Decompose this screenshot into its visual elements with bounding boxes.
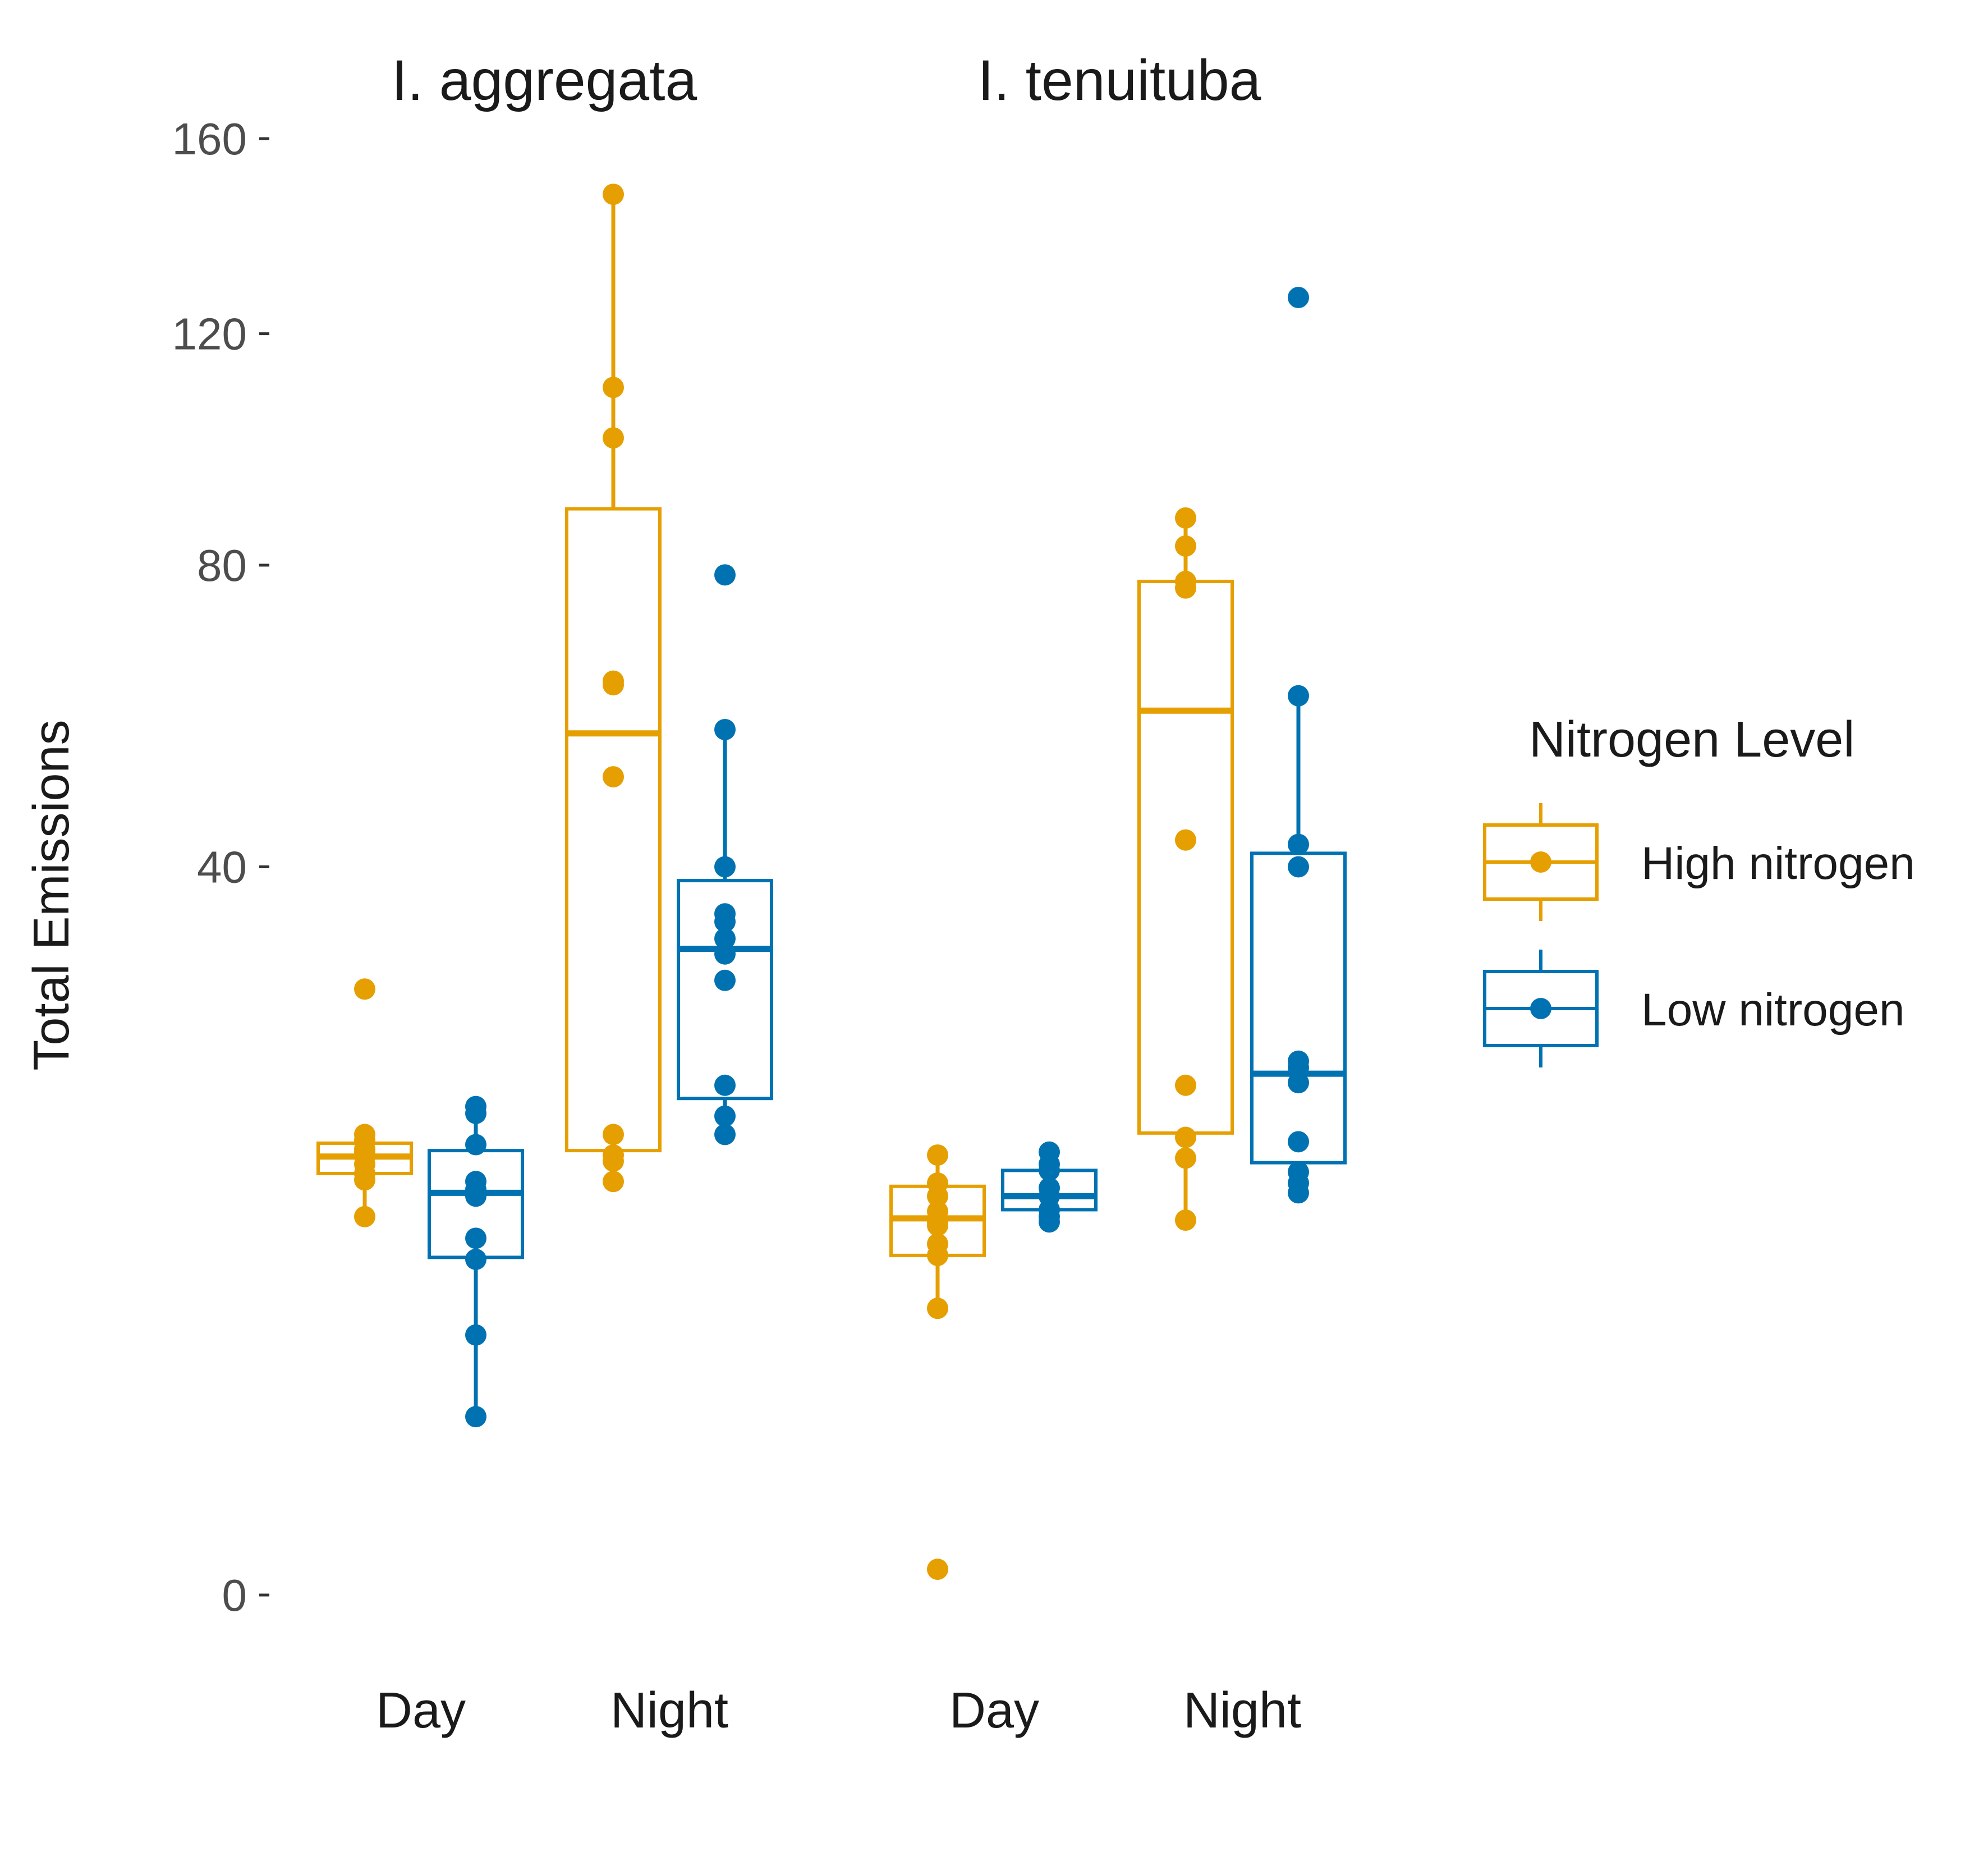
point-p2-night-low-nitrogen-2 bbox=[1288, 833, 1309, 855]
y-axis: 0 40 80 120 160 bbox=[172, 114, 269, 1620]
point-p2-night-high-nitrogen-5 bbox=[1175, 1074, 1196, 1096]
point-p1-night-high-nitrogen-1 bbox=[603, 377, 624, 398]
point-p2-day-low-nitrogen-2 bbox=[1039, 1160, 1060, 1181]
point-p1-night-low-nitrogen-8 bbox=[714, 1074, 736, 1096]
x-tick-label-night-1: Night bbox=[610, 1683, 728, 1739]
box-p1-night-high-nitrogen bbox=[565, 507, 662, 1153]
point-p1-night-low-nitrogen-2 bbox=[714, 856, 736, 878]
point-p1-day-high-nitrogen-8 bbox=[354, 1169, 375, 1191]
point-p2-night-high-nitrogen-3 bbox=[1175, 577, 1196, 599]
point-p2-night-low-nitrogen-1 bbox=[1288, 685, 1309, 707]
point-p1-night-high-nitrogen-6 bbox=[603, 1124, 624, 1145]
legend-key-high-nitrogen bbox=[1483, 803, 1599, 921]
panel-title-2: I. tenuituba bbox=[978, 48, 1261, 112]
point-p1-day-high-nitrogen-9 bbox=[354, 1206, 375, 1227]
point-p2-day-high-nitrogen-0 bbox=[927, 1144, 948, 1166]
point-p1-night-low-nitrogen-0 bbox=[714, 564, 736, 586]
point-p2-night-low-nitrogen-7 bbox=[1288, 1131, 1309, 1153]
point-p1-day-high-nitrogen-0 bbox=[354, 978, 375, 1000]
point-p2-night-high-nitrogen-7 bbox=[1175, 1147, 1196, 1169]
point-p2-night-high-nitrogen-6 bbox=[1175, 1126, 1196, 1148]
legend-label-low-nitrogen: Low nitrogen bbox=[1641, 984, 1905, 1035]
box-group-p2-night-high-nitrogen bbox=[1137, 507, 1234, 1231]
box-group-p2-day-high-nitrogen bbox=[889, 1144, 986, 1580]
box-group-p1-day-high-nitrogen bbox=[316, 978, 413, 1227]
point-p2-night-low-nitrogen-0 bbox=[1288, 287, 1309, 309]
point-p2-night-high-nitrogen-8 bbox=[1175, 1209, 1196, 1231]
point-p2-night-low-nitrogen-10 bbox=[1288, 1182, 1309, 1204]
point-p1-night-high-nitrogen-2 bbox=[603, 427, 624, 449]
point-p1-night-low-nitrogen-4 bbox=[714, 911, 736, 933]
legend-key-point-0 bbox=[1530, 851, 1551, 873]
point-p2-night-high-nitrogen-1 bbox=[1175, 535, 1196, 557]
legend-key-low-nitrogen bbox=[1483, 950, 1599, 1067]
point-p1-night-high-nitrogen-8 bbox=[603, 1150, 624, 1172]
point-p2-day-high-nitrogen-5 bbox=[927, 1215, 948, 1236]
legend: Nitrogen Level High nitrogen Low nitroge… bbox=[1483, 712, 1915, 1067]
panel-title-1: I. aggregata bbox=[392, 48, 697, 112]
point-p2-day-low-nitrogen-7 bbox=[1039, 1211, 1060, 1233]
point-p2-day-high-nitrogen-7 bbox=[927, 1244, 948, 1266]
legend-title: Nitrogen Level bbox=[1529, 712, 1854, 768]
y-tick-label-40: 40 bbox=[197, 842, 247, 892]
point-p1-day-low-nitrogen-8 bbox=[465, 1324, 486, 1346]
point-p1-day-low-nitrogen-2 bbox=[465, 1134, 486, 1156]
point-p1-night-high-nitrogen-9 bbox=[603, 1171, 624, 1193]
point-p1-day-low-nitrogen-9 bbox=[465, 1406, 486, 1428]
point-p1-day-low-nitrogen-5 bbox=[465, 1185, 486, 1207]
x-tick-label-night-2: Night bbox=[1183, 1683, 1301, 1739]
point-p1-night-high-nitrogen-5 bbox=[603, 766, 624, 788]
plot-marks bbox=[316, 184, 1347, 1580]
y-tick-label-80: 80 bbox=[197, 540, 247, 590]
point-p1-night-high-nitrogen-0 bbox=[603, 184, 624, 205]
box-group-p2-night-low-nitrogen bbox=[1250, 287, 1347, 1204]
y-tick-label-0: 0 bbox=[222, 1570, 247, 1620]
point-p2-night-low-nitrogen-5 bbox=[1288, 1056, 1309, 1078]
box-group-p1-night-low-nitrogen bbox=[677, 564, 773, 1145]
y-tick-label-120: 120 bbox=[172, 309, 247, 359]
point-p2-night-low-nitrogen-3 bbox=[1288, 856, 1309, 878]
box-group-p1-day-low-nitrogen bbox=[428, 1096, 524, 1428]
point-p1-day-low-nitrogen-6 bbox=[465, 1227, 486, 1249]
box-group-p1-night-high-nitrogen bbox=[565, 184, 662, 1193]
point-p1-day-low-nitrogen-1 bbox=[465, 1102, 486, 1124]
point-p1-night-low-nitrogen-5 bbox=[714, 928, 736, 950]
point-p1-night-low-nitrogen-9 bbox=[714, 1105, 736, 1127]
legend-key-point-1 bbox=[1530, 998, 1551, 1019]
point-p1-night-low-nitrogen-1 bbox=[714, 718, 736, 740]
point-p2-day-high-nitrogen-8 bbox=[927, 1298, 948, 1319]
point-p2-night-high-nitrogen-4 bbox=[1175, 829, 1196, 851]
y-tick-label-160: 160 bbox=[172, 114, 247, 164]
point-p2-day-high-nitrogen-9 bbox=[927, 1559, 948, 1580]
x-tick-label-day-2: Day bbox=[949, 1683, 1039, 1739]
point-p2-night-low-nitrogen-6 bbox=[1288, 1072, 1309, 1094]
box-group-p2-day-low-nitrogen bbox=[1001, 1141, 1098, 1233]
legend-label-high-nitrogen: High nitrogen bbox=[1641, 838, 1915, 889]
point-p1-day-low-nitrogen-7 bbox=[465, 1248, 486, 1270]
point-p1-night-low-nitrogen-7 bbox=[714, 969, 736, 991]
point-p1-night-high-nitrogen-4 bbox=[603, 674, 624, 696]
point-p2-day-high-nitrogen-2 bbox=[927, 1185, 948, 1207]
box-p2-night-low-nitrogen bbox=[1250, 851, 1347, 1165]
point-p1-night-low-nitrogen-10 bbox=[714, 1124, 736, 1145]
x-tick-label-day-1: Day bbox=[376, 1683, 466, 1739]
point-p1-night-low-nitrogen-6 bbox=[714, 943, 736, 965]
y-axis-label: Total Emissions bbox=[24, 720, 80, 1070]
box-p2-night-high-nitrogen bbox=[1137, 579, 1234, 1135]
point-p2-night-high-nitrogen-0 bbox=[1175, 507, 1196, 529]
